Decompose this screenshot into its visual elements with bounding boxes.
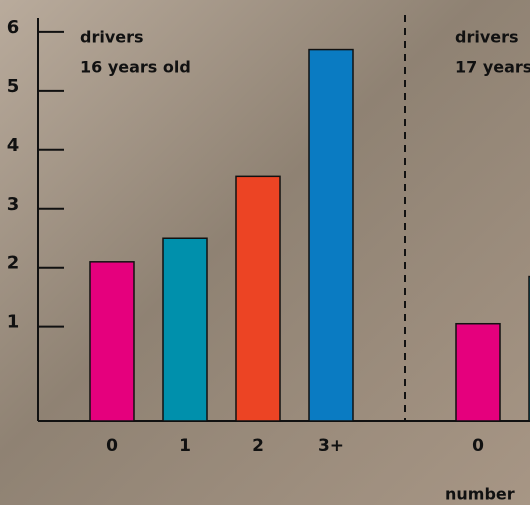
bar (90, 262, 134, 421)
x-tick-label: 3+ (318, 436, 344, 456)
bar (236, 176, 280, 421)
chart: 1 2 3 4 5 6 drivers 16 years old 0 1 2 3+ drivers 17 … (0, 0, 530, 505)
x-axis-label: number (445, 485, 515, 504)
y-tick-label: 2 (7, 253, 20, 274)
x-tick-label: 0 (472, 436, 484, 456)
bar (456, 324, 500, 421)
bar (163, 238, 207, 421)
x-tick-label: 1 (179, 436, 191, 456)
y-tick-label: 3 (7, 194, 20, 215)
y-tick-label: 1 (7, 312, 20, 333)
x-tick-label: 0 (106, 436, 118, 456)
panel-title: drivers (455, 28, 519, 47)
panel-title: drivers (80, 28, 144, 47)
bar (309, 50, 353, 421)
panel-title: 17 years (455, 58, 530, 77)
y-tick-label: 5 (7, 76, 20, 97)
y-tick-label: 6 (7, 17, 20, 38)
panel-title: 16 years old (80, 58, 191, 77)
x-tick-label: 2 (252, 436, 264, 456)
y-tick-label: 4 (7, 135, 20, 156)
